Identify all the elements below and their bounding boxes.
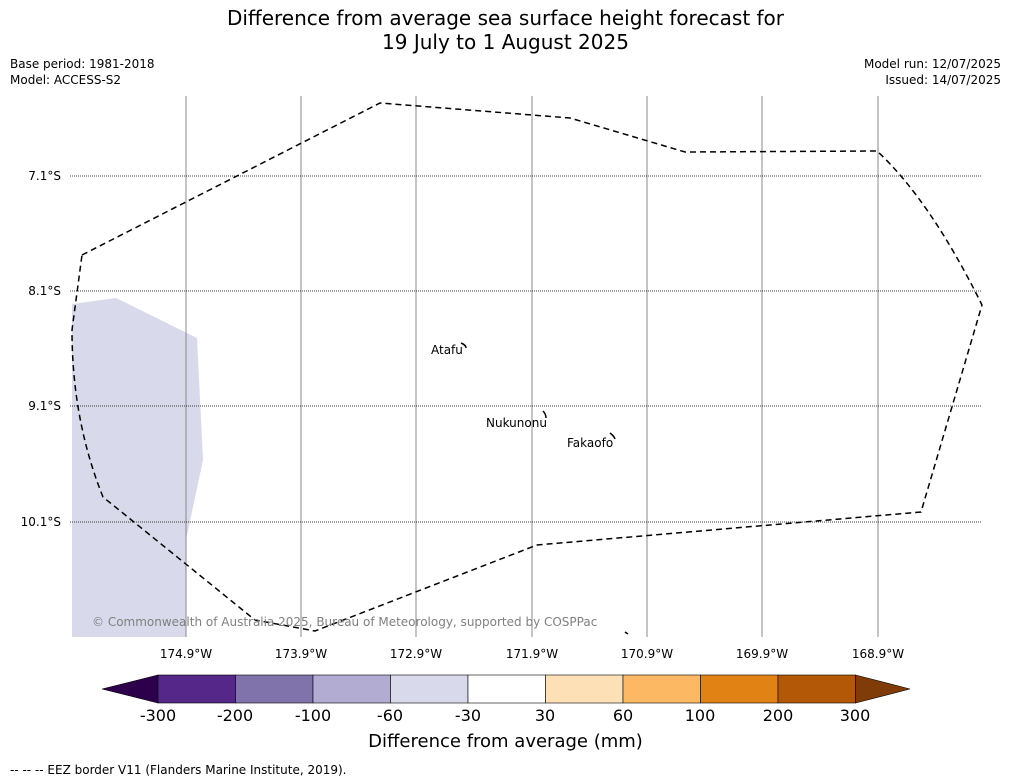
colorbar-segment [777, 674, 856, 704]
place-label-fakaofo: Fakaofo [567, 436, 613, 450]
lon-label: 168.9°W [851, 647, 905, 661]
lon-label: 173.9°W [274, 647, 328, 661]
lat-label: 7.1°S [28, 169, 61, 183]
lat-label: 9.1°S [28, 399, 61, 413]
issued-date: Issued: 14/07/2025 [885, 73, 1001, 87]
colorbar-tick: 100 [684, 706, 716, 725]
meta-left: Base period: 1981-2018 Model: ACCESS-S2 [10, 56, 155, 88]
lon-label: 171.9°W [505, 647, 559, 661]
colorbar-tick: -30 [454, 706, 482, 725]
colorbar [101, 674, 911, 704]
atafu-island [460, 342, 467, 349]
eez-legend-note: -- -- -- EEZ border V11 (Flanders Marine… [10, 763, 347, 777]
colorbar-segment [157, 674, 236, 704]
colorbar-tick: -200 [216, 706, 254, 725]
colorbar-tick: 60 [612, 706, 634, 725]
colorbar-tick: -100 [294, 706, 332, 725]
colorbar-segment [312, 674, 391, 704]
colorbar-segment [545, 674, 624, 704]
colorbar-tick: 300 [839, 706, 871, 725]
title-line-1: Difference from average sea surface heig… [226, 6, 785, 30]
eez-border [71, 102, 983, 632]
model-name: Model: ACCESS-S2 [10, 73, 122, 87]
meridian-lines [185, 96, 879, 637]
meta-right: Model run: 12/07/2025 Issued: 14/07/2025 [864, 56, 1001, 88]
title-line-2: 19 July to 1 August 2025 [382, 30, 629, 54]
colorbar-tick: -300 [139, 706, 177, 725]
colorbar-segment [622, 674, 701, 704]
swains-island [624, 631, 629, 635]
nukunonu-island [542, 410, 547, 419]
colorbar-extend-high [855, 674, 911, 704]
lat-label: 10.1°S [20, 515, 61, 529]
lon-label: 169.9°W [735, 647, 789, 661]
lon-label: 170.9°W [620, 647, 674, 661]
colorbar-tick: 200 [762, 706, 794, 725]
colorbar-segment [390, 674, 469, 704]
colorbar-segment [700, 674, 779, 704]
colorbar-segment [235, 674, 314, 704]
colorbar-segment [467, 674, 546, 704]
model-run: Model run: 12/07/2025 [863, 57, 1001, 71]
copyright-notice: © Commonwealth of Australia 2025, Bureau… [92, 615, 597, 629]
colorbar-tick: -60 [376, 706, 404, 725]
colorbar-extend-low [101, 674, 159, 704]
lat-label: 8.1°S [28, 284, 61, 298]
place-label-atafu: Atafu [431, 343, 463, 357]
colorbar-tick: 30 [534, 706, 556, 725]
parallel-lines [70, 175, 982, 523]
lon-label: 172.9°W [389, 647, 443, 661]
place-label-nukunonu: Nukunonu [486, 416, 547, 430]
map-title: Difference from average sea surface heig… [0, 6, 1011, 54]
base-period: Base period: 1981-2018 [10, 57, 155, 71]
lon-label: 174.9°W [159, 647, 213, 661]
colorbar-label: Difference from average (mm) [368, 731, 643, 752]
fakaofo-island [609, 432, 616, 440]
